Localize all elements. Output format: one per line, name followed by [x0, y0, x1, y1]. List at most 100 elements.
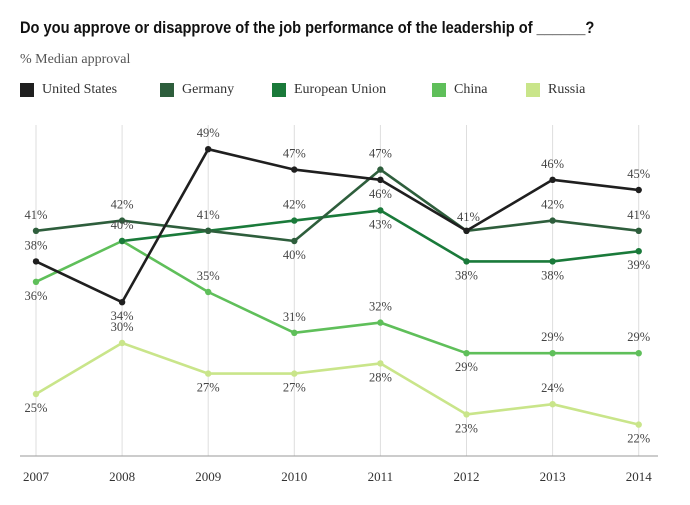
data-label-china: 29% [627, 330, 650, 344]
data-point-united-states [463, 227, 470, 234]
data-point-united-states [118, 299, 126, 306]
data-label-china: 32% [369, 300, 392, 314]
x-tick-label: 2008 [109, 469, 135, 484]
data-point-european-union [118, 237, 126, 245]
data-point-china [549, 350, 556, 357]
data-point-china [377, 319, 384, 326]
legend-swatch-russia [526, 83, 540, 97]
data-point-china [291, 329, 298, 336]
data-label-russia: 24% [541, 381, 564, 395]
data-label-russia: 23% [455, 421, 478, 435]
x-tick-label: 2013 [540, 469, 566, 484]
data-label-germany: 41% [197, 208, 220, 222]
legend-label-russia: Russia [548, 82, 586, 97]
legend-swatch-united-states [20, 83, 34, 97]
data-label-european-union: 43% [369, 217, 392, 231]
data-point-china [463, 350, 470, 357]
data-label-united-states: 49% [197, 126, 220, 140]
x-tick-label: 2014 [626, 469, 653, 484]
data-point-china [205, 288, 212, 296]
chart-title: Do you approve or disapprove of the job … [20, 18, 595, 37]
data-label-united-states: 45% [627, 167, 650, 181]
data-point-germany [32, 227, 40, 234]
data-label-united-states: 46% [369, 187, 392, 201]
data-point-united-states [635, 186, 642, 194]
series-line-china [35, 239, 639, 355]
data-point-united-states [32, 258, 40, 265]
data-label-germany: 40% [283, 248, 306, 262]
data-label-china: 35% [197, 269, 220, 283]
data-point-germany [291, 237, 298, 245]
legend-item-united-states: United States [20, 82, 117, 98]
data-label-united-states: 41% [457, 210, 480, 224]
data-label-russia: 28% [369, 370, 392, 384]
data-point-russia [549, 401, 556, 408]
series-line-germany [35, 168, 639, 243]
data-point-russia [635, 421, 642, 428]
legend-swatch-european-union [272, 83, 286, 97]
legend-label-germany: Germany [182, 82, 235, 97]
data-label-germany: 47% [369, 147, 392, 161]
data-label-china: 40% [111, 218, 134, 232]
data-point-germany [118, 217, 126, 224]
data-label-united-states: 47% [283, 147, 306, 161]
data-point-european-union [291, 217, 298, 224]
legend-item-china: China [432, 82, 487, 98]
data-label-united-states: 38% [25, 238, 48, 252]
data-label-european-union: 38% [455, 268, 478, 282]
data-point-germany [549, 217, 556, 224]
series-line-russia [35, 341, 639, 426]
legend-swatch-germany [160, 83, 174, 97]
data-point-russia [32, 390, 40, 398]
data-label-russia: 27% [197, 381, 220, 395]
data-point-united-states [291, 166, 298, 173]
data-point-european-union [549, 258, 556, 265]
data-label-russia: 22% [627, 432, 650, 446]
legend-item-germany: Germany [160, 82, 234, 98]
data-point-united-states [205, 146, 212, 153]
x-tick-label: 2010 [281, 469, 307, 484]
data-label-russia: 25% [25, 401, 48, 415]
legend-label-united-states: United States [42, 82, 118, 97]
series-line-united-states [35, 147, 639, 304]
legend-label-european-union: European Union [294, 82, 387, 97]
data-label-european-union: 42% [283, 198, 306, 212]
x-tick-label: 2011 [368, 469, 394, 484]
data-point-russia [118, 339, 126, 347]
x-tick-label: 2012 [454, 469, 480, 484]
data-point-united-states [549, 176, 556, 183]
data-label-united-states: 34% [111, 309, 134, 323]
data-label-china: 36% [25, 289, 48, 303]
data-label-european-union: 39% [627, 258, 650, 272]
data-point-germany [635, 227, 642, 234]
data-point-russia [205, 370, 212, 377]
data-label-russia: 27% [283, 381, 306, 395]
data-point-united-states [377, 176, 384, 183]
data-point-germany [205, 227, 212, 234]
data-label-china: 29% [541, 330, 564, 344]
data-label-germany: 41% [627, 208, 650, 222]
data-label-germany: 41% [25, 208, 48, 222]
data-point-european-union [635, 248, 642, 255]
data-point-china [32, 278, 40, 285]
data-point-russia [463, 411, 470, 418]
data-point-russia [291, 370, 298, 377]
legend-item-russia: Russia [526, 82, 585, 98]
data-label-china: 31% [283, 310, 306, 324]
data-point-european-union [463, 258, 470, 265]
data-label-united-states: 46% [541, 157, 564, 171]
legend-item-european-union: European Union [272, 82, 386, 98]
x-tick-label: 2007 [23, 469, 50, 484]
x-tick-label: 2009 [195, 469, 221, 484]
legend-swatch-china [432, 83, 446, 97]
data-point-germany [377, 166, 384, 173]
data-label-germany: 42% [111, 198, 134, 212]
data-point-russia [377, 360, 384, 367]
data-label-russia: 30% [111, 320, 134, 334]
data-label-china: 29% [455, 360, 478, 374]
data-label-european-union: 38% [541, 268, 564, 282]
data-label-germany: 42% [541, 198, 564, 212]
data-point-china [635, 350, 642, 357]
chart-subtitle: % Median approval [20, 52, 131, 67]
